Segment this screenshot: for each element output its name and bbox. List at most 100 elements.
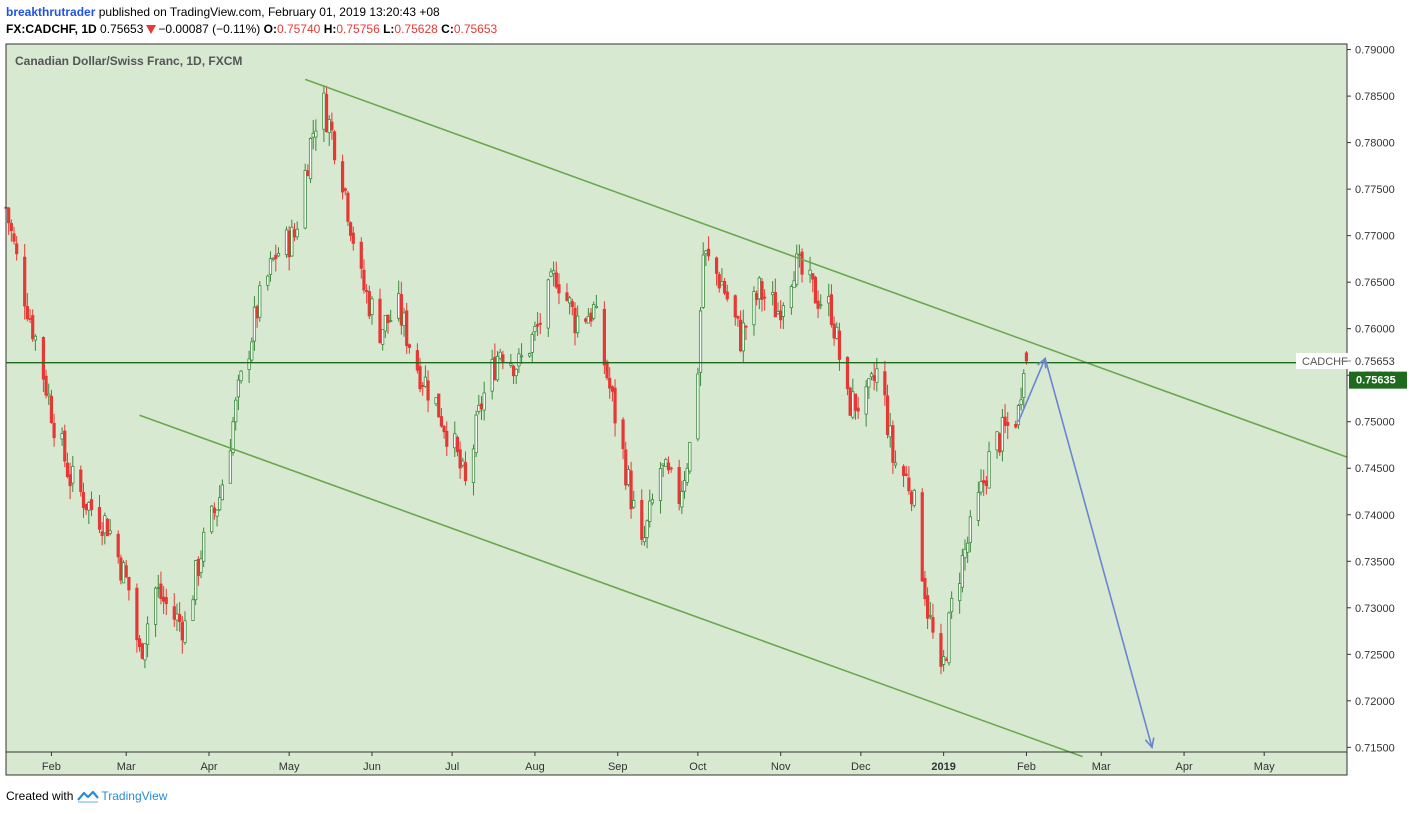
candle-body	[688, 441, 692, 472]
candle-body	[97, 507, 102, 530]
time-tick-label: Dec	[851, 761, 871, 773]
candle-body	[47, 393, 51, 397]
current-price-label: 0.75635	[1356, 375, 1396, 387]
tradingview-brand[interactable]: TradingView	[101, 789, 168, 803]
candle-body	[386, 314, 390, 324]
candle-body	[477, 405, 481, 412]
candle-body	[704, 250, 708, 255]
candle-body	[557, 284, 561, 294]
candle-body	[137, 638, 142, 648]
candle-body	[271, 257, 275, 260]
down-arrow-icon	[146, 25, 157, 34]
candle-body	[439, 416, 444, 427]
candle-body	[979, 481, 983, 493]
candle-body	[172, 606, 176, 620]
candle-body	[303, 170, 307, 229]
time-tick-label: May	[1254, 761, 1275, 773]
candle-body	[330, 121, 334, 131]
candle-body	[549, 271, 553, 277]
candle-body	[624, 449, 628, 486]
candle-body	[893, 462, 898, 466]
price-change: −0.00087 (−0.11%)	[158, 22, 261, 36]
candle-body	[853, 393, 858, 411]
candle-body	[885, 395, 890, 435]
projection-arrow-up	[1017, 358, 1046, 423]
candle-body	[808, 269, 812, 276]
candle-body	[287, 230, 291, 258]
price-tick-label: 0.72000	[1355, 696, 1395, 708]
candle-body	[907, 477, 911, 492]
candle-body	[760, 281, 764, 300]
candle-body	[383, 315, 387, 332]
price-tick-label: 0.74500	[1355, 463, 1395, 475]
candle-body	[987, 451, 991, 489]
price-tick-label: 0.78000	[1355, 138, 1395, 150]
candle-body	[231, 421, 235, 453]
candle-body	[402, 312, 406, 327]
candle-body	[311, 132, 315, 138]
candle-body	[720, 281, 724, 286]
author-name[interactable]: breakthrutrader	[6, 5, 96, 19]
candle-body	[332, 131, 337, 161]
candle-body	[175, 613, 179, 621]
lower-channel-line	[139, 414, 1083, 758]
candle-body	[535, 324, 540, 327]
candle-body	[370, 298, 374, 315]
candle-body	[461, 460, 465, 466]
candle-body	[23, 256, 27, 307]
candle-body	[984, 480, 988, 487]
candle-body	[100, 531, 104, 536]
candle-body	[268, 258, 273, 275]
candle-body	[367, 291, 371, 317]
candle-body	[947, 612, 951, 664]
candle-body	[733, 295, 737, 318]
candle-body	[423, 376, 427, 387]
candle-body	[116, 533, 120, 558]
plot-area[interactable]	[6, 44, 1347, 775]
candle-body	[592, 304, 596, 319]
candle-body	[183, 620, 187, 643]
candle-body	[159, 583, 163, 600]
candle-body	[290, 226, 294, 257]
candle-body	[926, 595, 930, 619]
candle-body	[215, 509, 219, 517]
published-text: published on TradingView.com, February 0…	[98, 5, 440, 19]
candle-body	[124, 565, 128, 578]
low-label: L:	[383, 22, 395, 36]
candle-body	[645, 520, 649, 538]
candle-body	[463, 462, 468, 482]
candle-body	[314, 130, 318, 138]
candle-body	[891, 425, 895, 463]
chart-title: Canadian Dollar/Swiss Franc, 1D, FXCM	[15, 54, 243, 68]
candle-body	[779, 310, 783, 321]
candle-body	[405, 310, 409, 347]
candle-body	[15, 243, 19, 255]
symbol-label: FX:CADCHF, 1D	[6, 22, 97, 36]
candle-body	[546, 279, 550, 329]
candle-body	[236, 379, 241, 398]
candle-body	[103, 515, 107, 534]
candle-body	[717, 274, 721, 289]
candle-body	[666, 462, 671, 471]
candle-body	[682, 480, 687, 492]
candle-body	[89, 499, 94, 511]
candle-body	[939, 633, 943, 667]
price-tick-label: 0.76500	[1355, 277, 1395, 289]
candle-body	[140, 643, 144, 659]
candle-body	[931, 617, 935, 633]
candle-body	[640, 500, 644, 540]
candle-body	[194, 560, 198, 601]
candle-body	[458, 449, 462, 469]
projection-arrow-down	[1044, 358, 1153, 748]
candle-body	[763, 296, 767, 299]
candle-body	[976, 492, 980, 521]
candle-body	[9, 223, 13, 232]
candle-body	[153, 587, 158, 625]
candle-body	[437, 393, 441, 418]
open-label: O:	[263, 22, 277, 36]
candle-body	[292, 229, 297, 238]
candle-body	[471, 448, 476, 483]
candle-body	[568, 297, 572, 304]
